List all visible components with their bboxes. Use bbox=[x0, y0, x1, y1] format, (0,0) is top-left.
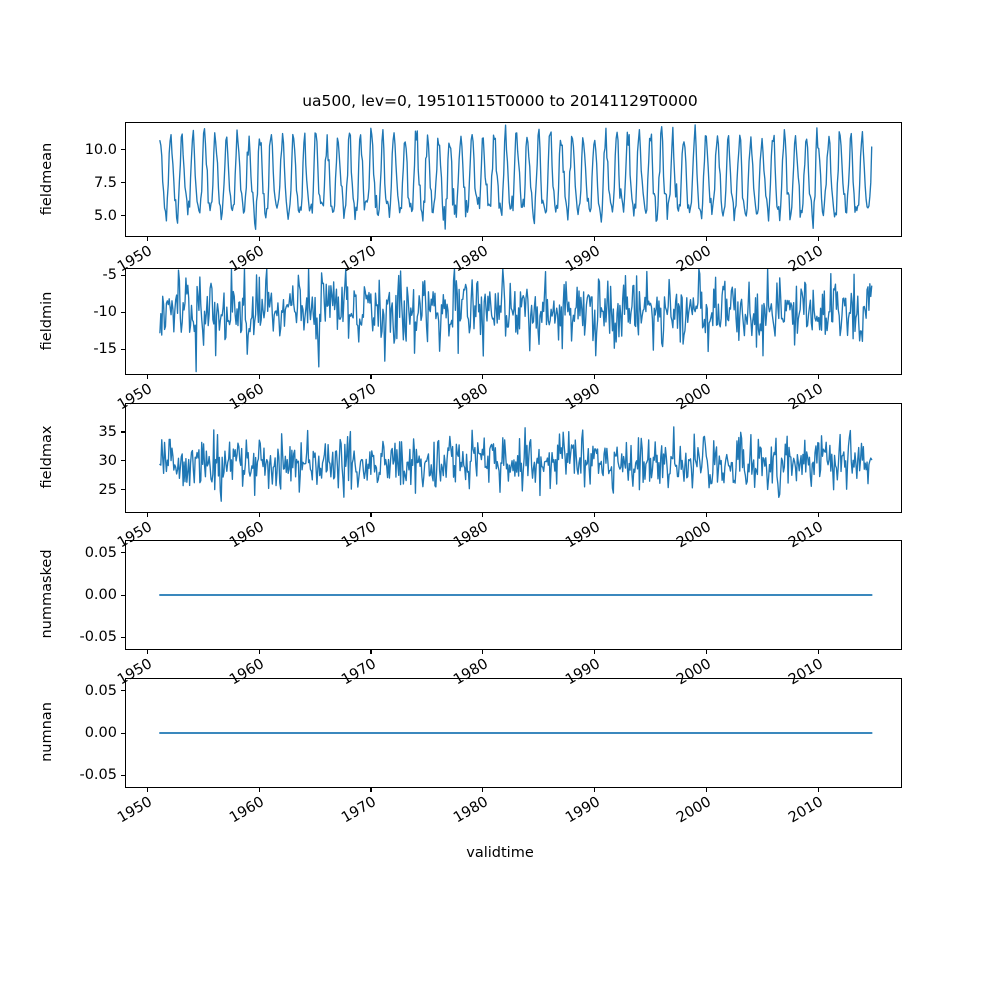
y-tick-label-numnan-1: 0.00 bbox=[84, 725, 117, 741]
y-tick-mark-fieldmax bbox=[121, 460, 125, 462]
x-tick-mark-nummasked-6 bbox=[817, 650, 819, 654]
y-tick-mark-fieldmean bbox=[121, 182, 125, 184]
x-tick-mark-fieldmax-1 bbox=[258, 513, 260, 517]
x-tick-mark-fieldmax-6 bbox=[817, 513, 819, 517]
y-axis-label-numnan: numnan bbox=[39, 702, 55, 762]
y-tick-label-numnan-2: 0.05 bbox=[84, 682, 117, 699]
y-tick-mark-fieldmin bbox=[121, 274, 125, 276]
y-tick-mark-nummasked bbox=[121, 552, 125, 554]
plot-line-numnan bbox=[126, 679, 901, 787]
plot-line-nummasked bbox=[126, 541, 901, 649]
plot-line-fieldmean bbox=[126, 123, 901, 236]
x-tick-mark-numnan-2 bbox=[370, 788, 372, 792]
x-tick-mark-fieldmean-0 bbox=[146, 237, 148, 241]
x-tick-mark-numnan-5 bbox=[705, 788, 707, 792]
x-tick-mark-fieldmin-4 bbox=[594, 375, 596, 379]
x-tick-mark-fieldmax-4 bbox=[594, 513, 596, 517]
x-tick-mark-fieldmax-2 bbox=[370, 513, 372, 517]
y-tick-label-fieldmean-1: 7.5 bbox=[93, 174, 117, 191]
x-tick-mark-fieldmax-0 bbox=[146, 513, 148, 517]
x-tick-mark-fieldmin-1 bbox=[258, 375, 260, 379]
y-axis-label-nummasked: nummasked bbox=[39, 549, 55, 639]
y-tick-label-fieldmean-0: 5.0 bbox=[93, 207, 117, 224]
x-tick-mark-fieldmin-3 bbox=[482, 375, 484, 379]
y-tick-label-nummasked-1: 0.00 bbox=[84, 587, 117, 603]
x-tick-mark-numnan-4 bbox=[594, 788, 596, 792]
y-tick-mark-nummasked bbox=[121, 636, 125, 638]
x-axis-label: validtime bbox=[466, 845, 534, 861]
y-tick-label-fieldmean-2: 10.0 bbox=[84, 141, 117, 158]
x-tick-mark-fieldmin-0 bbox=[146, 375, 148, 379]
x-tick-mark-fieldmean-1 bbox=[258, 237, 260, 241]
x-tick-mark-fieldmean-4 bbox=[594, 237, 596, 241]
y-tick-label-fieldmax-1: 30 bbox=[98, 452, 117, 469]
y-tick-mark-fieldmax bbox=[121, 489, 125, 491]
y-tick-mark-fieldmax bbox=[121, 431, 125, 433]
x-tick-mark-fieldmean-6 bbox=[817, 237, 819, 241]
y-tick-label-numnan-0: -0.05 bbox=[79, 767, 117, 784]
y-tick-mark-numnan bbox=[121, 774, 125, 776]
y-tick-mark-fieldmean bbox=[121, 149, 125, 151]
y-tick-label-nummasked-0: -0.05 bbox=[79, 629, 117, 646]
x-tick-mark-nummasked-1 bbox=[258, 650, 260, 654]
y-tick-mark-numnan bbox=[121, 732, 125, 734]
y-tick-label-fieldmin-2: -15 bbox=[93, 341, 117, 358]
x-tick-mark-nummasked-0 bbox=[146, 650, 148, 654]
x-tick-mark-numnan-1 bbox=[258, 788, 260, 792]
subplot-numnan bbox=[125, 678, 902, 788]
y-axis-label-fieldmean: fieldmean bbox=[39, 142, 55, 215]
subplot-nummasked bbox=[125, 540, 902, 650]
y-axis-label-fieldmin: fieldmin bbox=[39, 291, 55, 350]
y-tick-mark-numnan bbox=[121, 690, 125, 692]
y-tick-mark-nummasked bbox=[121, 594, 125, 596]
x-tick-mark-fieldmean-3 bbox=[482, 237, 484, 241]
y-tick-label-nummasked-2: 0.05 bbox=[84, 544, 117, 561]
x-tick-mark-numnan-6 bbox=[817, 788, 819, 792]
plot-line-fieldmin bbox=[126, 269, 901, 374]
x-tick-mark-fieldmax-5 bbox=[705, 513, 707, 517]
subplot-fieldmin bbox=[125, 268, 902, 375]
x-tick-mark-fieldmean-2 bbox=[370, 237, 372, 241]
y-tick-label-fieldmax-0: 25 bbox=[98, 481, 117, 498]
x-tick-mark-nummasked-4 bbox=[594, 650, 596, 654]
x-tick-mark-fieldmin-6 bbox=[817, 375, 819, 379]
x-tick-mark-fieldmean-5 bbox=[705, 237, 707, 241]
figure-title: ua500, lev=0, 19510115T0000 to 20141129T… bbox=[302, 92, 698, 110]
x-tick-mark-fieldmin-5 bbox=[705, 375, 707, 379]
x-tick-mark-fieldmax-3 bbox=[482, 513, 484, 517]
y-axis-label-fieldmax: fieldmax bbox=[39, 425, 55, 489]
x-tick-mark-fieldmin-2 bbox=[370, 375, 372, 379]
plot-line-fieldmax bbox=[126, 404, 901, 512]
x-tick-mark-nummasked-5 bbox=[705, 650, 707, 654]
y-tick-mark-fieldmean bbox=[121, 215, 125, 217]
x-tick-mark-numnan-0 bbox=[146, 788, 148, 792]
y-tick-label-fieldmin-0: -5 bbox=[102, 267, 117, 284]
x-tick-mark-nummasked-3 bbox=[482, 650, 484, 654]
y-tick-mark-fieldmin bbox=[121, 348, 125, 350]
y-tick-label-fieldmax-2: 35 bbox=[98, 423, 117, 440]
subplot-fieldmean bbox=[125, 122, 902, 237]
x-tick-mark-numnan-3 bbox=[482, 788, 484, 792]
x-tick-mark-nummasked-2 bbox=[370, 650, 372, 654]
subplot-fieldmax bbox=[125, 403, 902, 513]
y-tick-label-fieldmin-1: -10 bbox=[93, 304, 117, 321]
y-tick-mark-fieldmin bbox=[121, 311, 125, 313]
